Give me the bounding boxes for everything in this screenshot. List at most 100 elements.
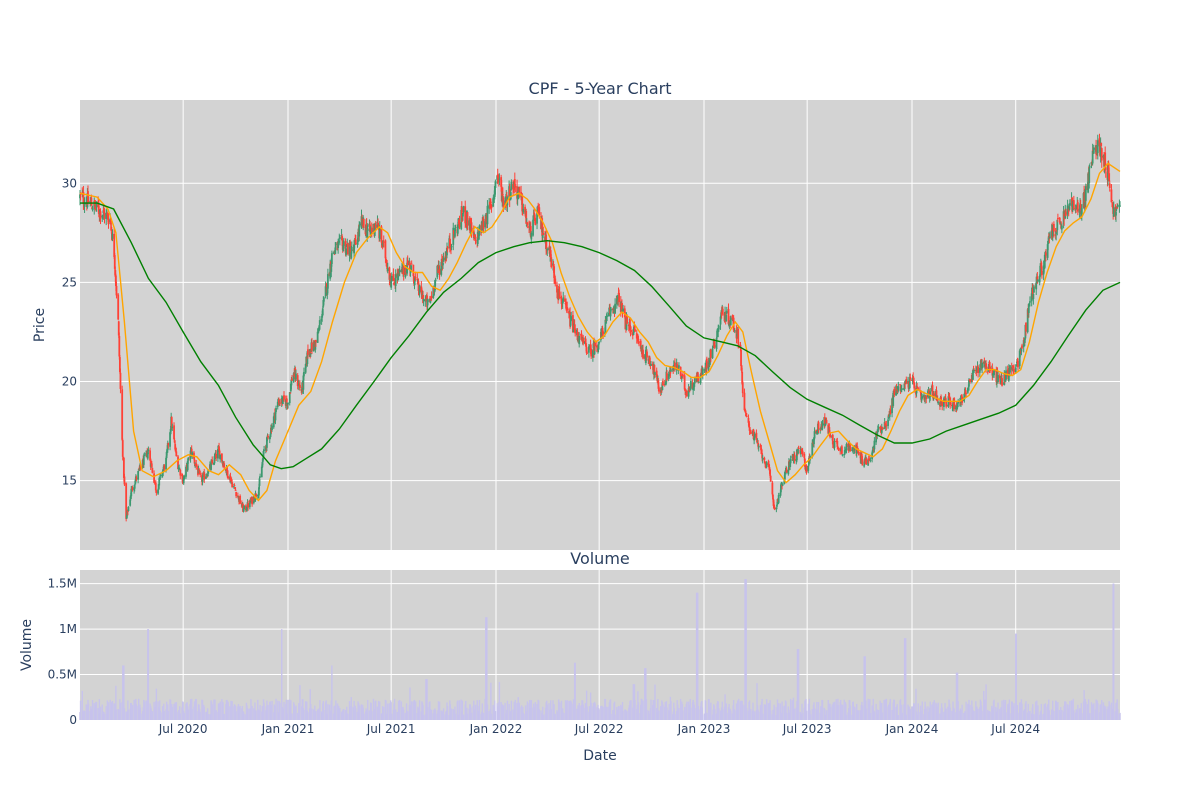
- candle-up: [264, 446, 267, 451]
- candle-up: [326, 287, 329, 295]
- volume-bar: [353, 700, 355, 720]
- volume-bar: [461, 700, 464, 720]
- volume-bar: [793, 708, 796, 720]
- candle-up: [1096, 140, 1099, 154]
- candle-down: [181, 474, 183, 477]
- candle-down: [542, 233, 545, 236]
- volume-bar: [626, 711, 628, 720]
- candle-up: [787, 469, 790, 475]
- candle-up: [843, 454, 846, 456]
- candle-down: [452, 230, 455, 234]
- volume-bar: [1077, 704, 1079, 720]
- volume-bar: [1052, 700, 1054, 720]
- volume-bar: [159, 700, 161, 720]
- volume-bar: [311, 708, 313, 720]
- candle-up: [1032, 293, 1035, 299]
- volume-bar: [981, 710, 983, 720]
- volume-bar: [646, 709, 648, 720]
- candle-up: [716, 330, 719, 337]
- volume-bar: [215, 710, 217, 720]
- volume-bar: [478, 699, 481, 720]
- volume-bar: [388, 703, 391, 720]
- candle-down: [474, 235, 476, 238]
- candle-down: [936, 397, 939, 402]
- volume-bar: [678, 708, 680, 720]
- volume-bar: [650, 699, 652, 720]
- candle-up: [541, 234, 544, 238]
- candle-up: [134, 480, 137, 485]
- volume-bar: [1113, 583, 1115, 720]
- volume-bar: [1119, 712, 1121, 720]
- candle-down: [1104, 152, 1107, 166]
- volume-bar: [1043, 704, 1045, 720]
- candle-down: [470, 217, 472, 224]
- candle-down: [574, 328, 577, 334]
- candle-up: [603, 332, 606, 334]
- candle-up: [609, 308, 612, 317]
- candle-up: [784, 472, 786, 480]
- volume-plot-area: [80, 570, 1120, 720]
- volume-bar: [123, 665, 125, 720]
- volume-bar: [933, 700, 935, 720]
- candle-up: [777, 495, 780, 503]
- volume-bar: [91, 700, 94, 720]
- candle-up: [429, 299, 432, 303]
- candle-down: [800, 449, 803, 452]
- volume-bar: [327, 704, 329, 720]
- volume-bar: [227, 702, 229, 720]
- volume-bar: [336, 703, 339, 720]
- candle-up: [719, 316, 722, 325]
- candle-down: [533, 214, 536, 221]
- candle-up: [908, 377, 911, 388]
- candle-up: [896, 390, 899, 395]
- candle-down: [410, 263, 413, 265]
- candle-down: [341, 239, 344, 250]
- volume-y-tick-label: 0.5M: [48, 668, 77, 682]
- volume-bar: [375, 700, 377, 720]
- candle-down: [633, 325, 636, 328]
- candle-up: [622, 308, 624, 312]
- volume-bar: [899, 699, 902, 720]
- candle-up: [578, 336, 581, 345]
- candle-up: [1023, 339, 1026, 343]
- candle-down: [490, 204, 493, 209]
- candle-down: [496, 174, 499, 178]
- candle-down: [393, 282, 395, 285]
- candle-down: [988, 362, 991, 369]
- volume-bar: [767, 703, 770, 720]
- candle-down: [521, 194, 524, 212]
- candle-up: [654, 372, 656, 376]
- volume-bar: [402, 709, 405, 720]
- candle-up: [452, 227, 455, 245]
- volume-bar: [486, 617, 488, 720]
- volume-bar: [841, 704, 844, 720]
- candle-down: [107, 214, 109, 220]
- volume-y-axis-label: Volume: [19, 619, 35, 671]
- volume-bar: [554, 713, 556, 720]
- candle-up: [326, 274, 329, 289]
- candle-down: [485, 215, 488, 223]
- candle-up: [246, 509, 248, 511]
- volume-bar: [1080, 703, 1082, 720]
- volume-bar: [1102, 702, 1105, 720]
- volume-bar: [797, 649, 800, 720]
- candle-down: [1045, 252, 1047, 256]
- volume-bar: [360, 704, 363, 720]
- candle-up: [369, 229, 372, 234]
- date-x-tick-label: Jul 2023: [782, 722, 832, 736]
- volume-bar: [764, 704, 767, 720]
- candle-down: [989, 366, 991, 372]
- candle-down: [561, 302, 564, 306]
- candle-down: [642, 349, 644, 359]
- candle-down: [755, 432, 758, 440]
- volume-bar: [371, 711, 373, 720]
- candle-up: [1026, 309, 1029, 333]
- candle-up: [1056, 219, 1059, 231]
- candle-up: [498, 178, 501, 180]
- candle-down: [623, 308, 626, 318]
- volume-bar: [231, 701, 233, 720]
- volume-bar: [314, 705, 316, 720]
- volume-bar: [613, 701, 616, 720]
- volume-bar: [191, 708, 193, 720]
- volume-bar: [279, 703, 281, 720]
